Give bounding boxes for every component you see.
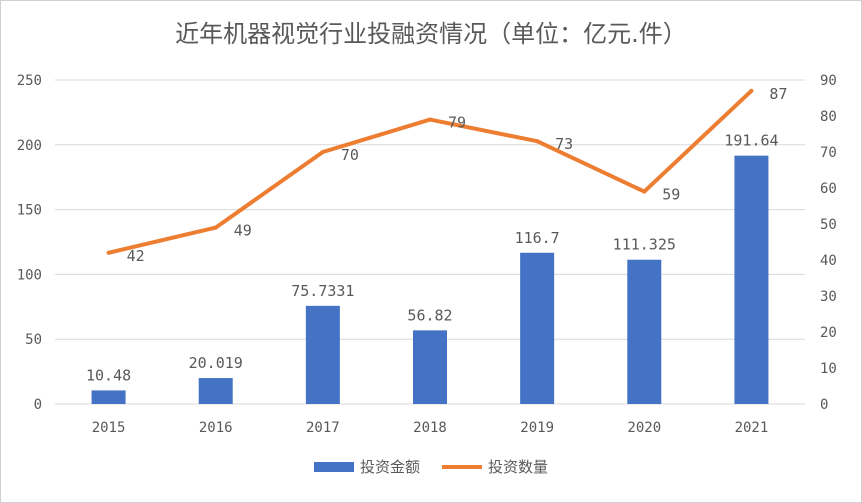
bar-data-label: 20.019 <box>189 354 243 372</box>
line-point <box>106 250 111 255</box>
x-tick-label: 2018 <box>413 420 447 436</box>
bar <box>413 330 447 404</box>
y-right-tick-label: 20 <box>820 325 837 341</box>
line-point <box>642 189 647 194</box>
y-right-tick-label: 70 <box>820 145 837 161</box>
legend-item-count[interactable]: 投资数量 <box>442 456 548 477</box>
line-point <box>320 150 325 154</box>
line-data-label: 79 <box>448 114 466 132</box>
x-tick-label: 2017 <box>306 420 340 436</box>
y-right-tick-label: 10 <box>820 361 837 377</box>
y-right-tick-label: 30 <box>820 289 837 305</box>
bar <box>520 252 555 404</box>
y-left-tick-label: 0 <box>34 397 42 413</box>
line-data-label: 70 <box>341 146 359 164</box>
bar-data-label: 111.325 <box>613 236 676 254</box>
line-data-label: 87 <box>769 85 787 103</box>
y-left-tick-label: 50 <box>25 332 42 348</box>
y-right-tick-label: 50 <box>820 217 837 233</box>
bar-data-label: 116.7 <box>515 229 560 247</box>
bar <box>734 155 769 404</box>
x-tick-label: 2019 <box>520 420 554 436</box>
y-left-tick-label: 200 <box>17 138 42 154</box>
legend-swatch-line <box>442 464 482 469</box>
bar-data-label: 56.82 <box>407 306 452 324</box>
line-data-label: 73 <box>555 135 573 153</box>
line-point <box>535 139 540 144</box>
y-left-tick-label: 150 <box>17 203 42 219</box>
bar-data-label: 10.48 <box>86 366 131 384</box>
line-data-label: 42 <box>127 247 145 265</box>
bar <box>91 390 126 404</box>
bar-data-label: 191.64 <box>724 132 778 150</box>
legend-label: 投资数量 <box>488 458 549 476</box>
x-tick-label: 2015 <box>92 420 126 436</box>
y-left-tick-label: 250 <box>17 73 42 89</box>
line-data-label: 59 <box>662 186 680 204</box>
y-right-tick-label: 60 <box>820 181 837 197</box>
y-left-tick-label: 100 <box>17 267 42 283</box>
line-point <box>213 225 218 230</box>
bar <box>198 378 233 404</box>
line-data-label: 49 <box>234 222 252 240</box>
y-right-tick-label: 40 <box>820 253 837 269</box>
legend-swatch-bar <box>313 461 354 472</box>
x-tick-label: 2020 <box>627 420 661 436</box>
y-right-tick-label: 90 <box>820 73 837 89</box>
x-tick-label: 2021 <box>735 420 769 436</box>
bar <box>627 259 662 404</box>
line-point <box>749 88 754 93</box>
y-right-tick-label: 0 <box>820 397 828 413</box>
line-point <box>428 117 432 122</box>
legend: 投资金额 投资数量 <box>0 456 862 477</box>
bar <box>305 305 340 404</box>
bar-data-label: 75.7331 <box>291 282 354 300</box>
legend-item-amount[interactable]: 投资金额 <box>313 456 420 477</box>
y-right-tick-label: 80 <box>820 109 837 125</box>
x-tick-label: 2016 <box>199 420 233 436</box>
line-series <box>108 89 753 255</box>
legend-label: 投资金额 <box>359 458 420 476</box>
chart-title: 近年机器视觉行业投融资情况（单位：亿元.件） <box>175 20 687 48</box>
